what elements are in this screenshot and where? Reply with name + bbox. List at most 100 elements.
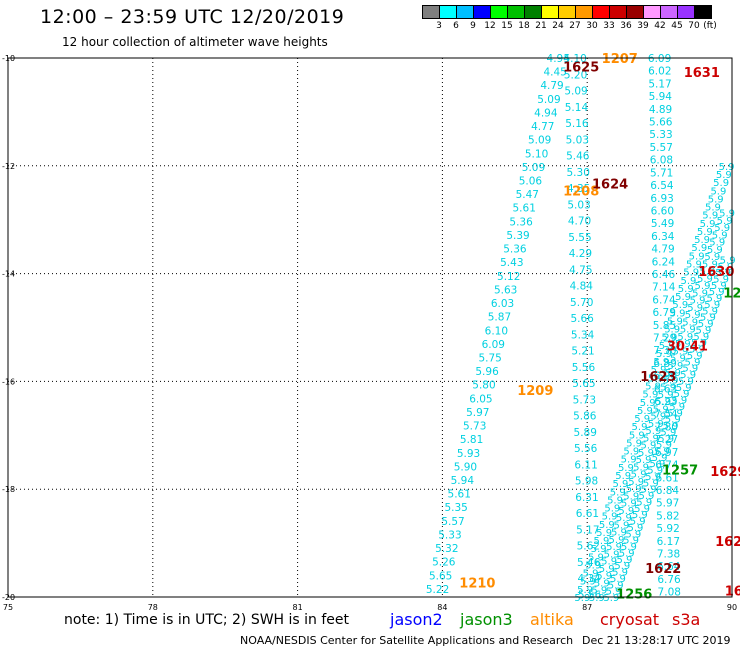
- track-a-value: 5.47: [516, 189, 539, 201]
- lat-label: -16: [2, 377, 15, 386]
- footer-credit: NOAA/NESDIS Center for Satellite Applica…: [240, 634, 574, 647]
- track-a-value: 5.73: [463, 421, 486, 433]
- diagonal-pass-mark: 5.9: [705, 203, 721, 214]
- legend-item-cryosat: cryosat: [600, 610, 660, 629]
- track-a-value: 5.09: [522, 162, 545, 174]
- diagonal-pass-mark: 5.9: [700, 313, 716, 324]
- track-a-value: 6.03: [491, 298, 514, 310]
- scale-label: 70: [688, 21, 700, 31]
- track-c-value: 6.09: [648, 53, 671, 65]
- track-c-value: 5.66: [649, 117, 673, 129]
- diagonal-pass-mark: 5.9: [611, 528, 627, 539]
- track-a-value: 5.97: [466, 407, 489, 419]
- diagonal-pass-mark: 5.9: [642, 390, 658, 401]
- track-a-value: 5.75: [478, 352, 501, 364]
- track-a-value: 5.80: [472, 380, 495, 392]
- track-a-value: 5.33: [438, 529, 461, 541]
- time-label: 1256: [616, 587, 652, 602]
- scale-label: 9: [470, 21, 476, 31]
- track-b-value: 5.73: [573, 394, 596, 406]
- diagonal-pass-mark: 5.9: [672, 300, 688, 311]
- diagonal-pass-mark: 5.9: [591, 544, 607, 555]
- diagonal-pass-mark: 5.9: [667, 408, 683, 419]
- diagonal-pass-mark: 5.9: [680, 325, 696, 336]
- scale-label: 3: [436, 21, 442, 31]
- diagonal-pass-mark: 5.9: [606, 542, 622, 553]
- track-c-value: 5.92: [656, 523, 679, 535]
- diagonal-pass-mark: 5.9: [653, 404, 669, 415]
- diagonal-pass-mark: 5.9: [618, 463, 634, 474]
- track-a-value: 5.39: [506, 230, 529, 242]
- diagonal-pass-mark: 5.9: [687, 351, 703, 362]
- track-a-value: 5.10: [525, 148, 548, 160]
- track-a-value: 5.61: [513, 203, 536, 215]
- diagonal-pass-mark: 5.9: [717, 262, 733, 273]
- diagonal-pass-mark: 5.9: [664, 325, 680, 336]
- diagonal-pass-mark: 5.9: [682, 317, 698, 328]
- scale-label: 24: [552, 21, 564, 31]
- track-b-value: 5.98: [575, 476, 598, 488]
- diagonal-pass-mark: 5.9: [612, 568, 628, 579]
- color-scale-swatches: [422, 5, 732, 19]
- track-c-value: 6.63: [654, 383, 677, 395]
- track-b-value: 4.75: [569, 264, 592, 276]
- track-c-value: 6.84: [656, 485, 680, 497]
- time-label: 1629: [710, 465, 740, 480]
- track-b-value: 4.29: [569, 248, 592, 260]
- time-label: 1625: [563, 61, 599, 76]
- diagonal-pass-mark: 5.9: [645, 426, 661, 437]
- track-b-value: 5.66: [570, 313, 594, 325]
- scale-label: 33: [603, 21, 615, 31]
- diagonal-pass-mark: 5.9: [631, 470, 647, 481]
- diagonal-pass-mark: 5.9: [623, 491, 639, 502]
- track-a-value: 5.87: [488, 312, 511, 324]
- track-c-value: 6.54: [650, 180, 674, 192]
- diagonal-pass-mark: 5.9: [677, 332, 693, 343]
- diagonal-pass-mark: 5.9: [711, 281, 727, 292]
- time-label: 162: [715, 535, 740, 550]
- color-scale: 3 6 9 12 15 18 21 24 27 30 33 36 39 42 45 70 (ft): [422, 5, 732, 33]
- diagonal-pass-mark: 5.9: [604, 504, 620, 515]
- diagonal-pass-mark: 5.9: [596, 528, 612, 539]
- diagonal-pass-mark: 5.9: [674, 389, 690, 400]
- diagonal-pass-mark: 5.9: [702, 306, 718, 317]
- track-b-value: 5.34: [571, 329, 595, 341]
- time-label: 1209: [517, 384, 553, 399]
- diagonal-pass-mark: 5.9: [608, 580, 624, 591]
- diagonal-pass-mark: 5.9: [704, 300, 720, 311]
- track-b-value: 5.62: [577, 541, 600, 553]
- scale-label: 15: [501, 21, 513, 31]
- track-c-value: 6.97: [655, 447, 678, 459]
- track-a-value: 5.96: [475, 366, 499, 378]
- diagonal-pass-mark: 5.9: [604, 549, 620, 560]
- diagonal-pass-mark: 5.9: [713, 275, 729, 286]
- track-c-value: 7.80: [655, 421, 678, 433]
- diagonal-pass-mark: 5.9: [687, 303, 703, 314]
- diagonal-pass-mark: 5.9: [669, 402, 685, 413]
- diagonal-pass-mark: 5.9: [614, 561, 630, 572]
- track-b-value: 5.86: [573, 411, 597, 423]
- track-c-value: 6.79: [653, 307, 676, 319]
- scale-swatch: [694, 5, 712, 19]
- diagonal-pass-mark: 5.9: [702, 211, 718, 222]
- diagonal-pass-mark: 5.9: [599, 520, 615, 531]
- diagonal-pass-mark: 5.9: [607, 495, 623, 506]
- diagonal-pass-mark: 5.9: [667, 316, 683, 327]
- diagonal-pass-mark: 5.9: [658, 434, 674, 445]
- diagonal-pass-mark: 5.9: [698, 319, 714, 330]
- diagonal-pass-mark: 5.9: [694, 235, 710, 246]
- legend-item-s3a: s3a: [672, 610, 701, 629]
- track-b-value: 4.84: [570, 281, 594, 293]
- diagonal-pass-mark: 5.9: [715, 268, 731, 279]
- track-c-value: 7.27: [655, 434, 678, 446]
- diagonal-pass-mark: 5.9: [714, 223, 730, 234]
- track-b-value: 6.31: [575, 492, 598, 504]
- diagonal-pass-mark: 5.9: [613, 520, 629, 531]
- diagonal-pass-mark: 5.9: [623, 447, 639, 458]
- track-c-value: 6.46: [652, 269, 676, 281]
- diagonal-pass-mark: 5.9: [656, 440, 672, 451]
- diagonal-pass-mark: 5.9: [650, 412, 666, 423]
- track-b-value: 5.30: [567, 167, 590, 179]
- track-c-value: 5.49: [651, 218, 674, 230]
